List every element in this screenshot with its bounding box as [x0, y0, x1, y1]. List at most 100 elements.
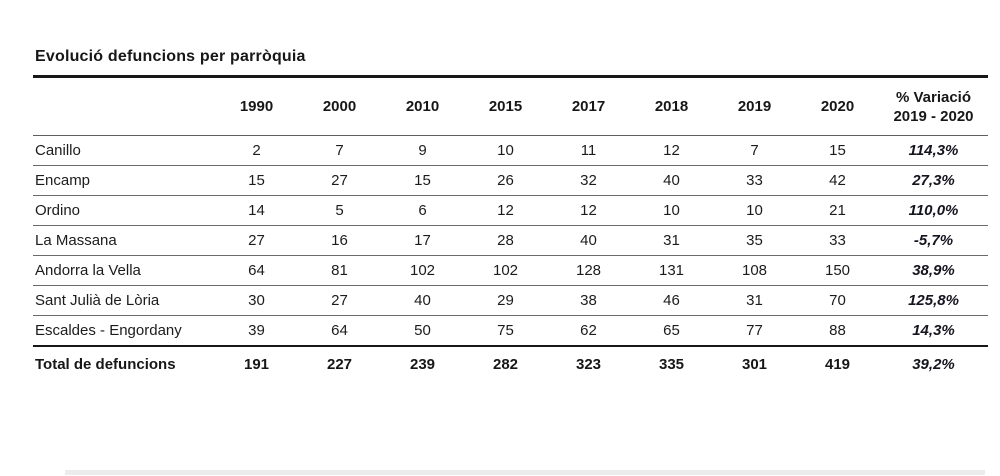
value-cell: 11: [547, 135, 630, 166]
parish-label: Ordino: [33, 195, 215, 226]
variation-cell: 27,3%: [879, 165, 988, 196]
year-column-header: 2015: [464, 76, 547, 136]
value-cell: 35: [713, 225, 796, 256]
total-value-cell: 282: [492, 355, 519, 373]
value-cell: 40: [630, 165, 713, 196]
value-cell: 32: [547, 165, 630, 196]
value-cell: 9: [381, 135, 464, 166]
parish-label: La Massana: [33, 225, 215, 256]
table-row: Andorra la Vella 64 81 102 102 128 131 108 150 38…: [33, 255, 988, 286]
value-cell: 15: [215, 165, 298, 196]
value-cell: 150: [796, 255, 879, 286]
value-cell: 64: [215, 255, 298, 286]
deaths-by-parish-table: 1990 2000 2010 2015 2017 2018 2019 2020 % Varia…: [33, 75, 988, 381]
total-value-cell: 301: [741, 355, 768, 373]
total-row: Total de defuncions 191 227 239 282 323 335 30…: [33, 346, 988, 381]
value-cell: 65: [630, 315, 713, 347]
value-cell: 12: [547, 195, 630, 226]
value-cell: 81: [298, 255, 381, 286]
table-row: La Massana 27 16 17 28 40 31 35 33 -5,7%: [33, 225, 988, 256]
value-cell: 14: [215, 195, 298, 226]
value-cell: 17: [381, 225, 464, 256]
value-cell: 12: [464, 195, 547, 226]
variation-cell: 114,3%: [879, 135, 988, 166]
variation-column-header: % Variació 2019 - 2020: [879, 76, 988, 136]
value-cell: 33: [796, 225, 879, 256]
value-cell: 15: [796, 135, 879, 166]
parish-label: Andorra la Vella: [33, 255, 215, 286]
value-cell: 27: [298, 285, 381, 316]
header-row: 1990 2000 2010 2015 2017 2018 2019 2020 % Varia…: [33, 76, 988, 136]
table-row: Encamp 15 27 15 26 32 40 33 42 27,3%: [33, 165, 988, 196]
year-column-header: 2010: [381, 76, 464, 136]
value-cell: 39: [215, 315, 298, 347]
variation-header-line2: 2019 - 2020: [893, 107, 974, 125]
value-cell: 102: [381, 255, 464, 286]
value-cell: 50: [381, 315, 464, 347]
parish-column-header: [33, 76, 215, 136]
value-cell: 38: [547, 285, 630, 316]
value-cell: 27: [298, 165, 381, 196]
value-cell: 75: [464, 315, 547, 347]
page-title: Evolució defuncions per parròquia: [35, 48, 306, 65]
variation-cell: -5,7%: [879, 225, 988, 256]
value-cell: 88: [796, 315, 879, 347]
year-column-header: 2019: [713, 76, 796, 136]
value-cell: 42: [796, 165, 879, 196]
total-value-cell: 191: [243, 355, 270, 373]
value-cell: 12: [630, 135, 713, 166]
value-cell: 108: [713, 255, 796, 286]
value-cell: 10: [464, 135, 547, 166]
year-column-header: 2018: [630, 76, 713, 136]
parish-label: Encamp: [33, 165, 215, 196]
value-cell: 40: [381, 285, 464, 316]
value-cell: 46: [630, 285, 713, 316]
value-cell: 10: [713, 195, 796, 226]
value-cell: 102: [464, 255, 547, 286]
value-cell: 62: [547, 315, 630, 347]
year-column-header: 2000: [298, 76, 381, 136]
total-variation-cell: 39,2%: [912, 355, 955, 373]
table-header: 1990 2000 2010 2015 2017 2018 2019 2020 % Varia…: [33, 76, 988, 136]
value-cell: 2: [215, 135, 298, 166]
table-body: Canillo 2 7 9 10 11 12 7 15 114,3% Encamp 15 27 15 26 3…: [33, 135, 988, 347]
value-cell: 15: [381, 165, 464, 196]
value-cell: 70: [796, 285, 879, 316]
value-cell: 33: [713, 165, 796, 196]
value-cell: 7: [298, 135, 381, 166]
value-cell: 21: [796, 195, 879, 226]
variation-cell: 38,9%: [879, 255, 988, 286]
value-cell: 5: [298, 195, 381, 226]
value-cell: 30: [215, 285, 298, 316]
total-label: Total de defuncions: [35, 355, 176, 373]
table-footer: Total de defuncions 191 227 239 282 323 335 30…: [33, 346, 988, 381]
cutoff-next-table-edge: [65, 470, 985, 475]
value-cell: 77: [713, 315, 796, 347]
value-cell: 28: [464, 225, 547, 256]
total-value-cell: 227: [326, 355, 353, 373]
value-cell: 7: [713, 135, 796, 166]
value-cell: 6: [381, 195, 464, 226]
year-column-header: 2017: [547, 76, 630, 136]
value-cell: 64: [298, 315, 381, 347]
value-cell: 31: [713, 285, 796, 316]
value-cell: 29: [464, 285, 547, 316]
parish-label: Escaldes - Engordany: [33, 315, 215, 347]
total-value-cell: 419: [824, 355, 851, 373]
value-cell: 128: [547, 255, 630, 286]
total-value-cell: 323: [575, 355, 602, 373]
value-cell: 31: [630, 225, 713, 256]
value-cell: 40: [547, 225, 630, 256]
year-column-header: 1990: [215, 76, 298, 136]
value-cell: 27: [215, 225, 298, 256]
variation-cell: 14,3%: [879, 315, 988, 347]
value-cell: 26: [464, 165, 547, 196]
total-value-cell: 239: [409, 355, 436, 373]
parish-label: Sant Julià de Lòria: [33, 285, 215, 316]
value-cell: 131: [630, 255, 713, 286]
variation-cell: 125,8%: [879, 285, 988, 316]
total-value-cell: 335: [658, 355, 685, 373]
table-row: Ordino 14 5 6 12 12 10 10 21 110,0%: [33, 195, 988, 226]
variation-cell: 110,0%: [879, 195, 988, 226]
variation-header-line1: % Variació: [895, 88, 972, 106]
